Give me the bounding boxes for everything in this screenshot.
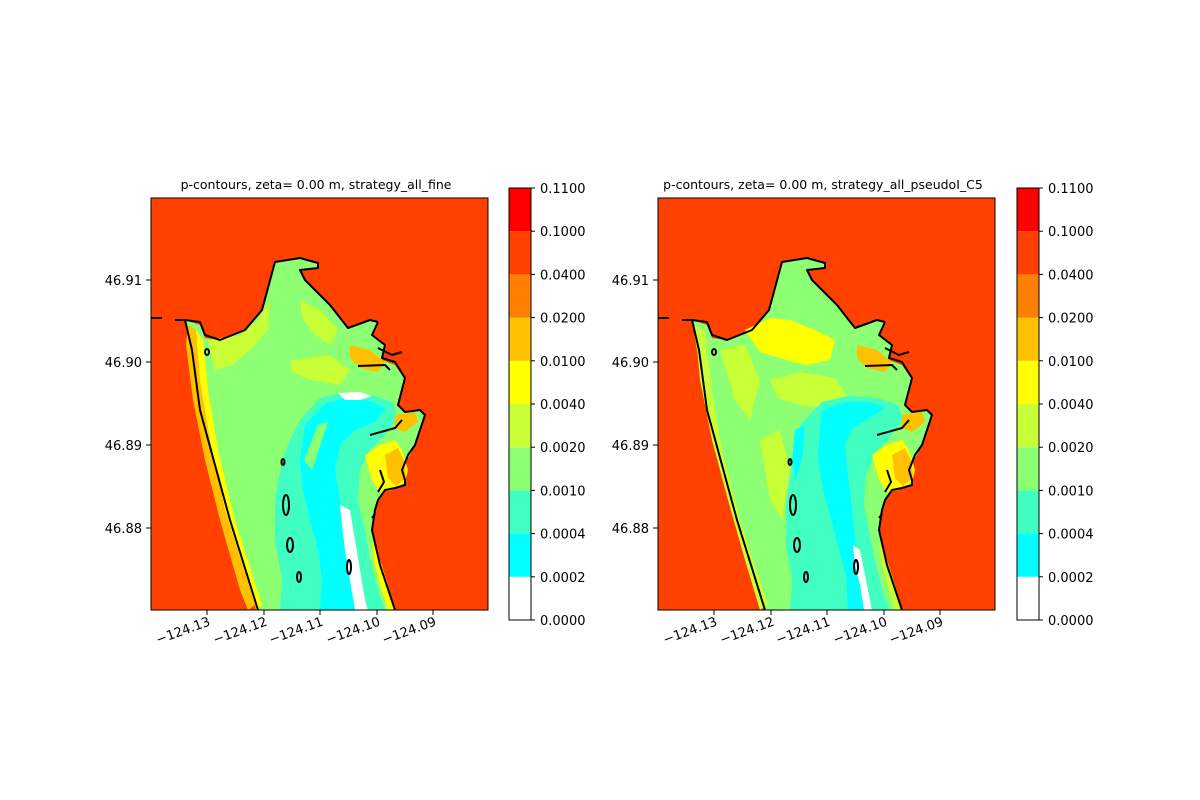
coastline <box>151 257 426 610</box>
colorbar-tick-label: 0.0002 <box>540 571 586 586</box>
shallow-patch <box>745 318 835 365</box>
colorbar-tick-label: 0.0020 <box>540 441 586 456</box>
colorbar-tick-label: 0.0020 <box>1048 441 1094 456</box>
colorbar-level <box>509 360 531 404</box>
shallow-patch-4 <box>760 430 790 520</box>
colorbar-level <box>509 317 531 361</box>
y-tick-label: 46.88 <box>612 522 649 537</box>
y-axis: 46.88 46.89 46.90 46.91 <box>105 274 151 537</box>
colorbar-tick-label: 0.0000 <box>540 614 586 629</box>
x-tick-label: −124.13 <box>661 615 719 648</box>
colorbar-level <box>1017 231 1039 275</box>
colorbar: 0.0000 0.0002 0.0004 0.0010 0.0020 0.0040 0.01… <box>1016 182 1094 629</box>
x-tick-label: −124.11 <box>774 615 832 648</box>
colorbar-tick-label: 0.0100 <box>1048 355 1094 370</box>
channel-deep-2 <box>338 392 372 400</box>
x-axis: −124.13 −124.12 −124.11 −124.10 −124.09 <box>154 610 438 648</box>
colorbar-tick-label: 0.0100 <box>540 355 586 370</box>
shallow-patch-2 <box>300 300 338 345</box>
colorbar-level <box>509 404 531 448</box>
colorbar-level <box>1017 360 1039 404</box>
colorbar-level <box>509 188 531 232</box>
colorbar-tick-label: 0.0002 <box>1048 571 1094 586</box>
colorbar-tick-label: 0.1100 <box>540 182 586 197</box>
estuary-band-2 <box>902 412 925 432</box>
colorbar-level <box>509 576 531 620</box>
colorbar-level <box>509 447 531 491</box>
colorbar-tick-label: 0.0004 <box>1048 528 1094 543</box>
colorbar-tick-label: 0.0400 <box>540 268 586 283</box>
y-tick-label: 46.88 <box>105 522 142 537</box>
estuary-band-2 <box>395 412 418 432</box>
colorbar: 0.0000 0.0002 0.0004 0.0010 0.0020 0.0040 0.01… <box>508 182 586 629</box>
y-tick-label: 46.91 <box>612 274 649 289</box>
colorbar-tick-label: 0.0200 <box>540 312 586 327</box>
shore-band-east-orange <box>892 448 913 486</box>
colorbar-level <box>509 231 531 275</box>
colorbar-level <box>1017 533 1039 577</box>
x-tick-label: −124.12 <box>718 615 776 648</box>
y-tick-label: 46.89 <box>105 439 142 454</box>
colorbar-level <box>1017 447 1039 491</box>
contour-field <box>151 198 488 610</box>
colorbar-level <box>509 490 531 534</box>
y-tick-label: 46.89 <box>612 439 649 454</box>
x-tick-label: −124.10 <box>831 615 889 648</box>
colorbar-tick-label: 0.0200 <box>1048 312 1094 327</box>
channel-shoal <box>304 422 328 470</box>
colorbar-tick-label: 0.0400 <box>1048 268 1094 283</box>
x-axis: −124.13 −124.12 −124.11 −124.10 −124.09 <box>661 610 945 648</box>
x-tick-label: −124.10 <box>324 615 382 648</box>
coastline <box>658 257 933 610</box>
colorbar-level <box>1017 490 1039 534</box>
colorbar-tick-label: 0.0000 <box>1048 614 1094 629</box>
shore-band-west <box>695 325 768 610</box>
shallow-patch <box>208 300 270 370</box>
shallow-patch-3 <box>290 355 350 385</box>
colorbar-level <box>1017 317 1039 361</box>
colorbar-level <box>1017 576 1039 620</box>
colorbar-tick-label: 0.1100 <box>1048 182 1094 197</box>
channel-inner <box>300 398 385 610</box>
colorbar-tick-label: 0.0004 <box>540 528 586 543</box>
colorbar-tick-label: 0.0010 <box>1048 484 1094 499</box>
channel-deep <box>340 505 368 610</box>
x-tick-label: −124.09 <box>887 615 945 648</box>
colorbar-level <box>509 274 531 318</box>
y-tick-label: 46.90 <box>612 356 649 371</box>
channel-cyan-strip <box>792 425 805 480</box>
channel-inner <box>818 402 885 610</box>
colorbar-level <box>1017 188 1039 232</box>
contour-field <box>658 198 995 610</box>
colorbar-level <box>509 533 531 577</box>
shallow-patch-3 <box>770 372 850 408</box>
panel-title: p-contours, zeta= 0.00 m, strategy_all_p… <box>663 177 983 192</box>
colorbar-level <box>1017 404 1039 448</box>
colorbar-tick-label: 0.1000 <box>1048 225 1094 240</box>
map-panel-strategy-all-pseudoI-C5: p-contours, zeta= 0.00 m, strategy_all_p… <box>612 177 1094 648</box>
colorbar-tick-label: 0.1000 <box>540 225 586 240</box>
colorbar-tick-label: 0.0040 <box>1048 398 1094 413</box>
colorbar-level <box>1017 274 1039 318</box>
shore-band-west-yellow <box>196 330 262 610</box>
x-tick-label: −124.12 <box>211 615 269 648</box>
panel-title: p-contours, zeta= 0.00 m, strategy_all_f… <box>181 177 452 192</box>
x-tick-label: −124.11 <box>267 615 325 648</box>
map-panel-strategy-all-fine: p-contours, zeta= 0.00 m, strategy_all_f… <box>105 177 586 648</box>
colorbar-tick-label: 0.0010 <box>540 484 586 499</box>
shore-band-east-orange <box>385 448 406 486</box>
x-tick-label: −124.13 <box>154 615 212 648</box>
y-axis: 46.88 46.89 46.90 46.91 <box>612 274 658 537</box>
x-tick-label: −124.09 <box>380 615 438 648</box>
colorbar-tick-label: 0.0040 <box>540 398 586 413</box>
y-tick-label: 46.90 <box>105 356 142 371</box>
shallow-patch-2 <box>720 345 760 420</box>
y-tick-label: 46.91 <box>105 274 142 289</box>
